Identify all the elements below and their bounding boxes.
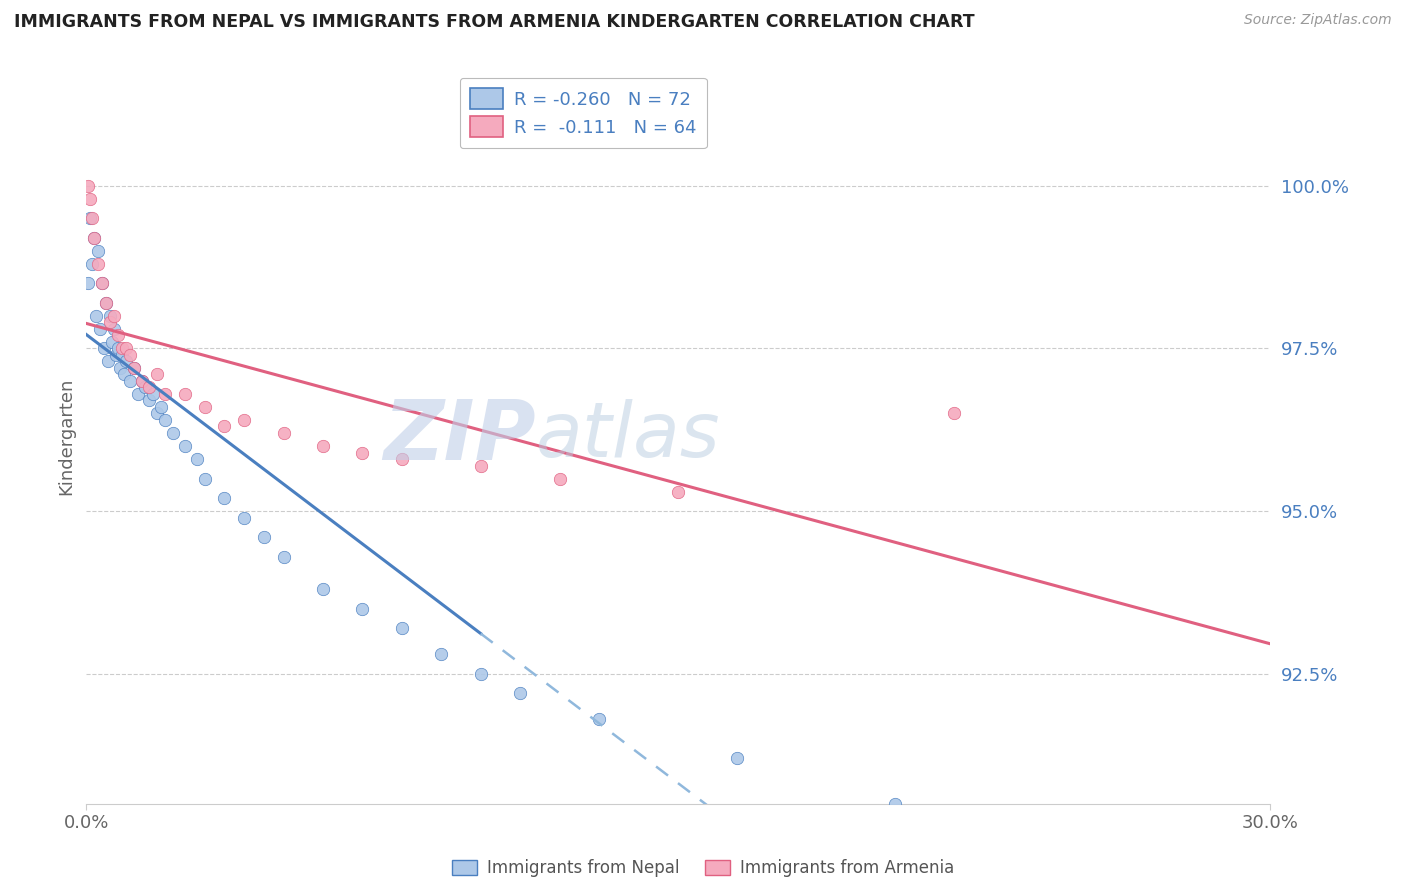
Point [118,374,141,388]
Point [77,178,100,193]
Point [470,666,492,681]
Point [82,257,104,271]
Point [83,231,105,245]
Text: IMMIGRANTS FROM NEPAL VS IMMIGRANTS FROM ARMENIA KINDERGARTEN CORRELATION CHART: IMMIGRANTS FROM NEPAL VS IMMIGRANTS FROM… [14,13,974,31]
Point [725,751,748,765]
Point [91,277,114,291]
Point [352,601,374,615]
Point [214,491,236,505]
Text: Source: ZipAtlas.com: Source: ZipAtlas.com [1244,13,1392,28]
Point [84,309,107,323]
Point [98,315,121,329]
Point [153,413,176,427]
Point [666,484,689,499]
Legend: Immigrants from Nepal, Immigrants from Armenia: Immigrants from Nepal, Immigrants from A… [446,853,960,884]
Point [103,309,125,323]
Point [94,295,117,310]
Point [186,452,208,467]
Point [142,387,165,401]
Point [150,400,173,414]
Point [108,360,131,375]
Point [509,686,531,700]
Point [79,192,101,206]
Point [943,407,966,421]
Point [430,648,453,662]
Point [131,374,153,388]
Point [884,797,907,811]
Point [312,582,335,597]
Point [101,334,124,349]
Point [122,360,145,375]
Point [273,549,295,564]
Point [548,471,571,485]
Point [97,354,120,368]
Point [127,387,149,401]
Point [91,277,114,291]
Point [253,530,276,544]
Point [107,342,129,356]
Point [174,387,197,401]
Point [138,380,160,394]
Point [146,407,169,421]
Point [352,445,374,459]
Point [77,277,100,291]
Point [146,368,169,382]
Point [112,368,135,382]
Point [89,322,111,336]
Point [111,348,134,362]
Point [131,374,153,388]
Point [118,348,141,362]
Point [104,348,127,362]
Point [194,471,217,485]
Point [114,342,136,356]
Point [94,295,117,310]
Y-axis label: Kindergarten: Kindergarten [58,377,75,495]
Legend: R = -0.260   N = 72, R =  -0.111   N = 64: R = -0.260 N = 72, R = -0.111 N = 64 [460,78,707,148]
Point [312,439,335,453]
Point [214,419,236,434]
Point [138,393,160,408]
Point [233,413,256,427]
Point [162,425,184,440]
Point [103,322,125,336]
Point [93,342,115,356]
Point [82,211,104,226]
Point [87,257,110,271]
Point [83,231,105,245]
Point [233,510,256,524]
Point [114,354,136,368]
Text: atlas: atlas [536,400,720,474]
Point [111,342,134,356]
Point [391,621,413,635]
Point [107,328,129,343]
Point [122,360,145,375]
Point [588,712,610,726]
Point [153,387,176,401]
Point [98,309,121,323]
Point [470,458,492,473]
Point [391,452,413,467]
Point [273,425,295,440]
Point [134,380,156,394]
Point [194,400,217,414]
Point [174,439,197,453]
Point [79,211,101,226]
Text: ZIP: ZIP [384,396,536,476]
Point [87,244,110,258]
